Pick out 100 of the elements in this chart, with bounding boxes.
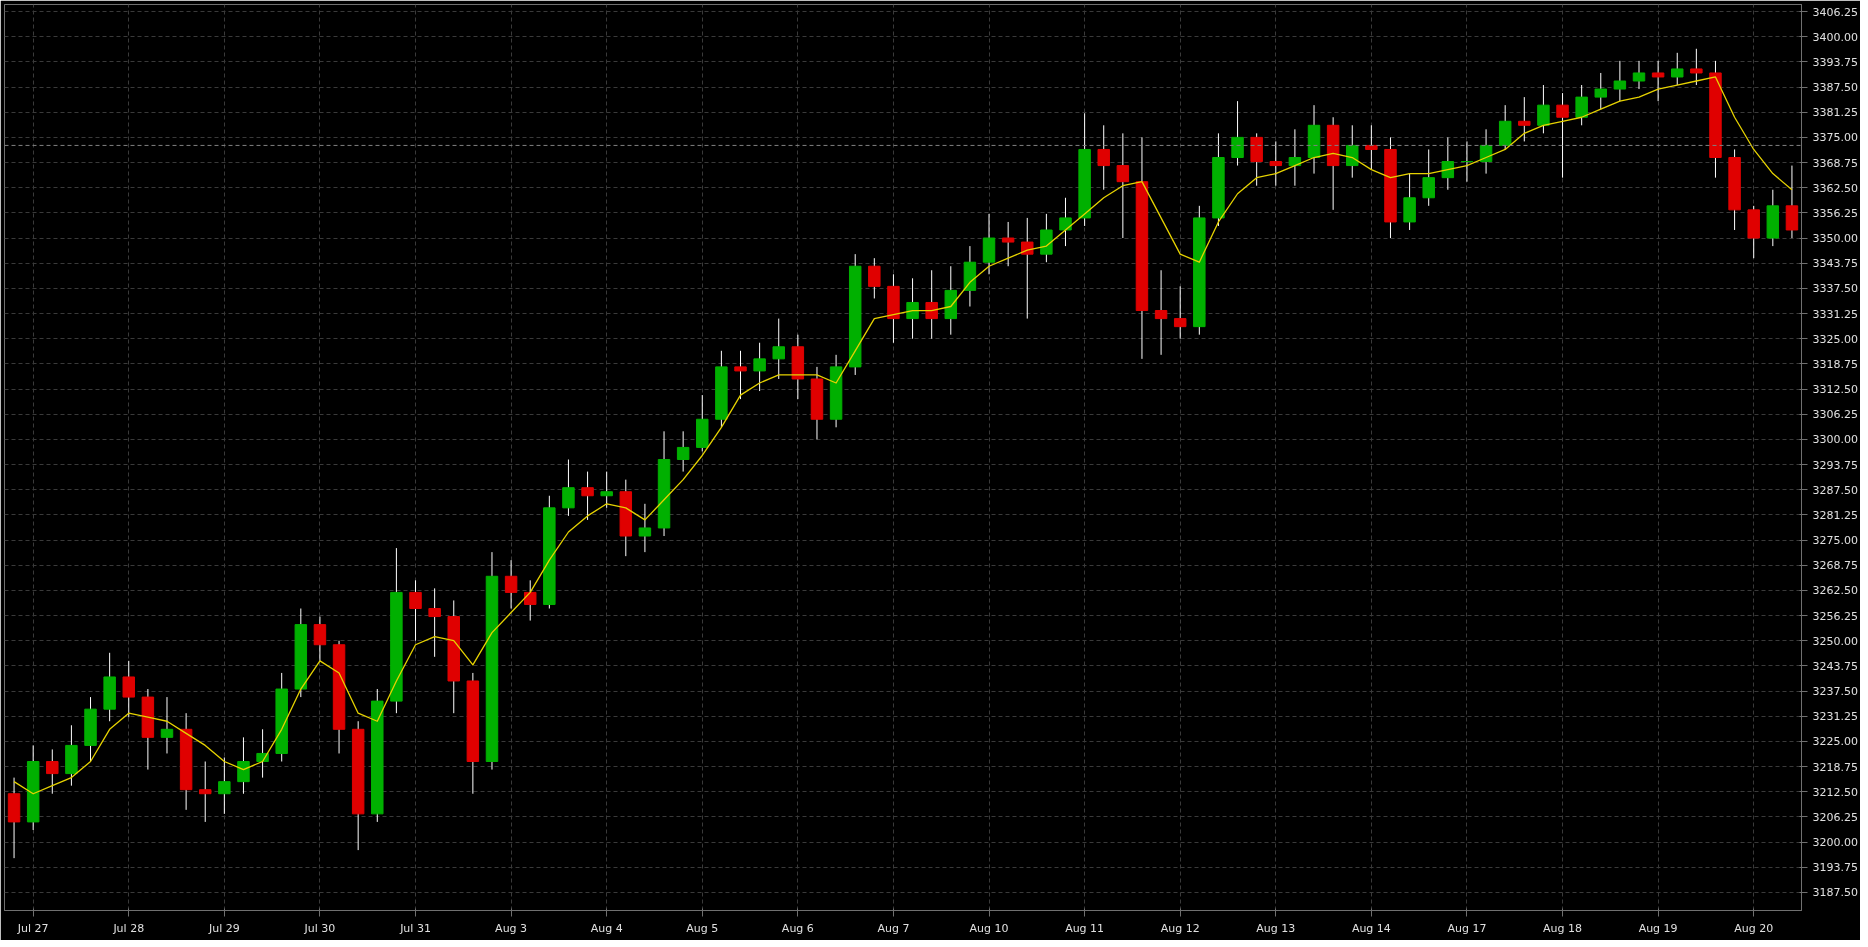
y-tick-label: 3218.75 [1812, 760, 1858, 774]
candlestick [313, 616, 327, 662]
x-tick-label: Aug 14 [1351, 921, 1391, 935]
candlestick [1365, 124, 1378, 171]
x-tick-label: Jul 27 [16, 921, 49, 935]
candlestick [1269, 140, 1283, 187]
candlestick [1001, 221, 1015, 267]
x-tick-label: Aug 3 [495, 921, 528, 935]
candlestick [1422, 148, 1435, 207]
x-tick-label: Jul 28 [112, 921, 145, 935]
y-tick-label: 3400.00 [1812, 30, 1858, 44]
x-tick-label: Aug 13 [1256, 921, 1296, 935]
line-series [13, 76, 1793, 795]
y-tick-label: 3368.75 [1812, 156, 1858, 170]
y-tick-label: 3325.00 [1812, 332, 1858, 346]
x-tick-label: Jul 30 [303, 921, 336, 935]
candlestick [428, 587, 441, 658]
y-tick-label: 3262.50 [1812, 584, 1858, 598]
x-tick-label: Aug 19 [1638, 921, 1678, 935]
candlestick [734, 350, 747, 400]
candlestick [1460, 140, 1474, 183]
candlestick [676, 430, 690, 473]
y-tick-label: 3356.25 [1812, 206, 1858, 220]
y-tick-label: 3350.00 [1812, 232, 1858, 246]
x-tick-label: Aug 6 [781, 921, 814, 935]
candlestick [523, 579, 537, 622]
candlestick [1116, 132, 1130, 239]
candlestick [562, 459, 575, 517]
candlestick [1518, 96, 1531, 142]
y-tick-label: 3187.50 [1812, 886, 1858, 900]
y-tick-label: 3381.25 [1812, 106, 1858, 120]
y-tick-label: 3312.50 [1812, 383, 1858, 397]
candlestick [906, 277, 919, 340]
candlestick [1556, 92, 1569, 179]
y-tick-label: 3193.75 [1812, 861, 1858, 875]
x-tick-label: Aug 4 [590, 921, 623, 935]
candlestick [1059, 197, 1072, 247]
candlestick [1173, 285, 1187, 340]
candlestick [1154, 269, 1168, 356]
x-tick-label: Aug 10 [969, 921, 1009, 935]
y-tick-label: 3237.50 [1812, 685, 1858, 699]
candlestick [237, 736, 250, 795]
y-tick-label: 3287.50 [1812, 483, 1858, 497]
candlestick [1690, 48, 1703, 86]
candlestick [1632, 60, 1646, 90]
candlestick [600, 471, 613, 509]
x-tick-label: Aug 20 [1734, 921, 1774, 935]
candlestick [1021, 217, 1034, 320]
candlestick [1594, 72, 1608, 110]
x-tick-label: Aug 12 [1160, 921, 1200, 935]
x-tick-label: Aug 7 [877, 921, 910, 935]
x-tick-label: Aug 17 [1447, 921, 1487, 935]
x-tick-label: Jul 29 [207, 921, 240, 935]
candlestick [218, 756, 231, 815]
y-tick-label: 3225.00 [1812, 735, 1858, 749]
y-tick-label: 3375.00 [1812, 131, 1858, 145]
candlestick [1575, 84, 1588, 126]
candlestick [925, 269, 938, 340]
candlestick [1231, 100, 1244, 167]
candlestick [46, 748, 59, 795]
y-tick-label: 3268.75 [1812, 559, 1858, 573]
y-tick-label: 3406.25 [1812, 5, 1858, 19]
y-tick-label: 3331.25 [1812, 307, 1858, 321]
candlestick [122, 660, 135, 718]
y-tick-label: 3231.25 [1812, 710, 1858, 724]
x-tick-label: Aug 11 [1065, 921, 1105, 935]
x-tick-label: Aug 18 [1543, 921, 1583, 935]
candlestick [581, 471, 594, 521]
y-tick-label: 3206.25 [1812, 810, 1858, 824]
y-tick-label: 3281.25 [1812, 508, 1858, 522]
x-tick-label: Jul 31 [399, 921, 431, 935]
y-tick-label: 3306.25 [1812, 408, 1858, 422]
y-tick-label: 3393.75 [1812, 55, 1858, 69]
candlestick [753, 342, 766, 392]
y-tick-label: 3337.50 [1812, 282, 1858, 296]
candlestick [504, 559, 518, 609]
x-tick-label: Aug 5 [686, 921, 719, 935]
candlestick [1097, 124, 1110, 191]
y-tick-label: 3212.50 [1812, 785, 1858, 799]
candlestick [1651, 60, 1665, 102]
y-tick-label: 3300.00 [1812, 433, 1858, 447]
y-tick-label: 3293.75 [1812, 458, 1858, 472]
y-tick-label: 3318.75 [1812, 357, 1858, 371]
y-tick-label: 3343.75 [1812, 257, 1858, 271]
y-tick-label: 3250.00 [1812, 634, 1858, 648]
candlestick [160, 696, 174, 754]
y-tick-label: 3256.25 [1812, 609, 1858, 623]
candlestick [1537, 84, 1550, 134]
candlestick [868, 257, 881, 299]
y-tick-label: 3275.00 [1812, 534, 1858, 548]
candlestick [1671, 52, 1684, 86]
candlestick [409, 579, 422, 642]
candlestick [1441, 136, 1455, 191]
y-tick-label: 3362.50 [1812, 181, 1858, 195]
y-tick-label: 3243.75 [1812, 659, 1858, 673]
y-tick-label: 3387.50 [1812, 81, 1858, 95]
candlestick [1613, 60, 1627, 102]
candlestick [638, 503, 652, 553]
y-tick-label: 3200.00 [1812, 836, 1858, 850]
candlestick [1346, 124, 1359, 179]
